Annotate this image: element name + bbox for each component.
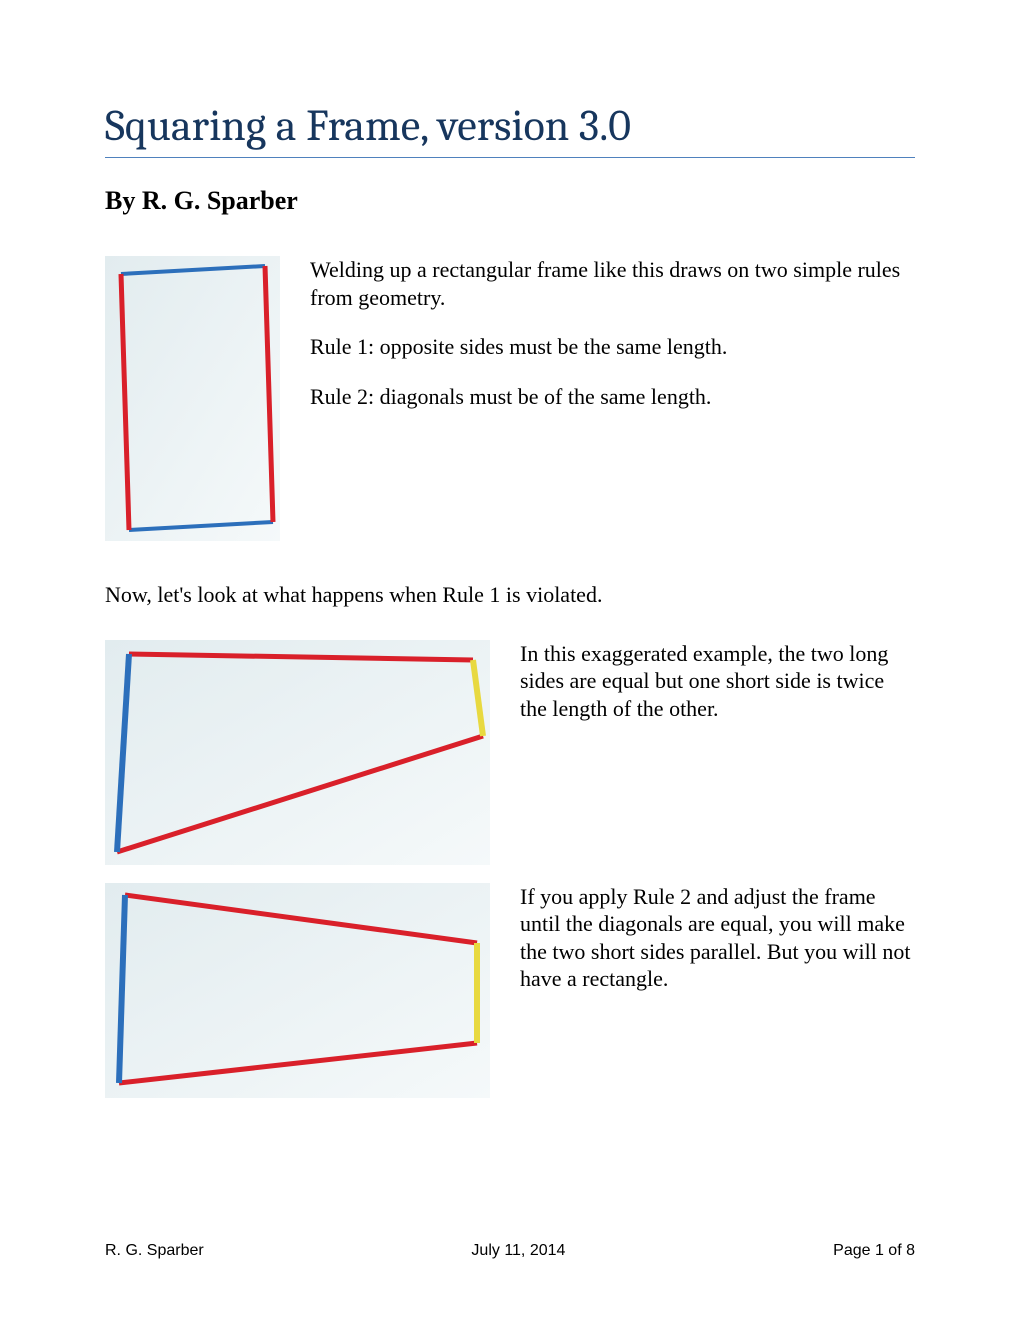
intro-p2: Rule 1: opposite sides must be the same …	[310, 333, 915, 361]
footer-right: Page 1 of 8	[833, 1242, 915, 1260]
block3-text: If you apply Rule 2 and adjust the frame…	[520, 883, 915, 993]
page-footer: R. G. Sparber July 11, 2014 Page 1 of 8	[105, 1242, 915, 1260]
intro-text: Welding up a rectangular frame like this…	[310, 256, 915, 541]
figure-3	[105, 883, 490, 1098]
block2-text: In this exaggerated example, the two lon…	[520, 640, 915, 723]
example-row-2: If you apply Rule 2 and adjust the frame…	[105, 883, 915, 1098]
intro-p3: Rule 2: diagonals must be of the same le…	[310, 383, 915, 411]
footer-center: July 11, 2014	[471, 1242, 565, 1260]
figure-2	[105, 640, 490, 865]
author-byline: By R. G. Sparber	[105, 186, 915, 216]
intro-p1: Welding up a rectangular frame like this…	[310, 256, 915, 311]
example-1-text: In this exaggerated example, the two lon…	[520, 640, 915, 865]
figure-1	[105, 256, 280, 541]
footer-left: R. G. Sparber	[105, 1242, 204, 1260]
intro-row: Welding up a rectangular frame like this…	[105, 256, 915, 541]
example-2-text: If you apply Rule 2 and adjust the frame…	[520, 883, 915, 1098]
page-title: Squaring a Frame, version 3.0	[105, 100, 915, 158]
mid-paragraph: Now, let's look at what happens when Rul…	[105, 581, 915, 610]
example-row-1: In this exaggerated example, the two lon…	[105, 640, 915, 865]
